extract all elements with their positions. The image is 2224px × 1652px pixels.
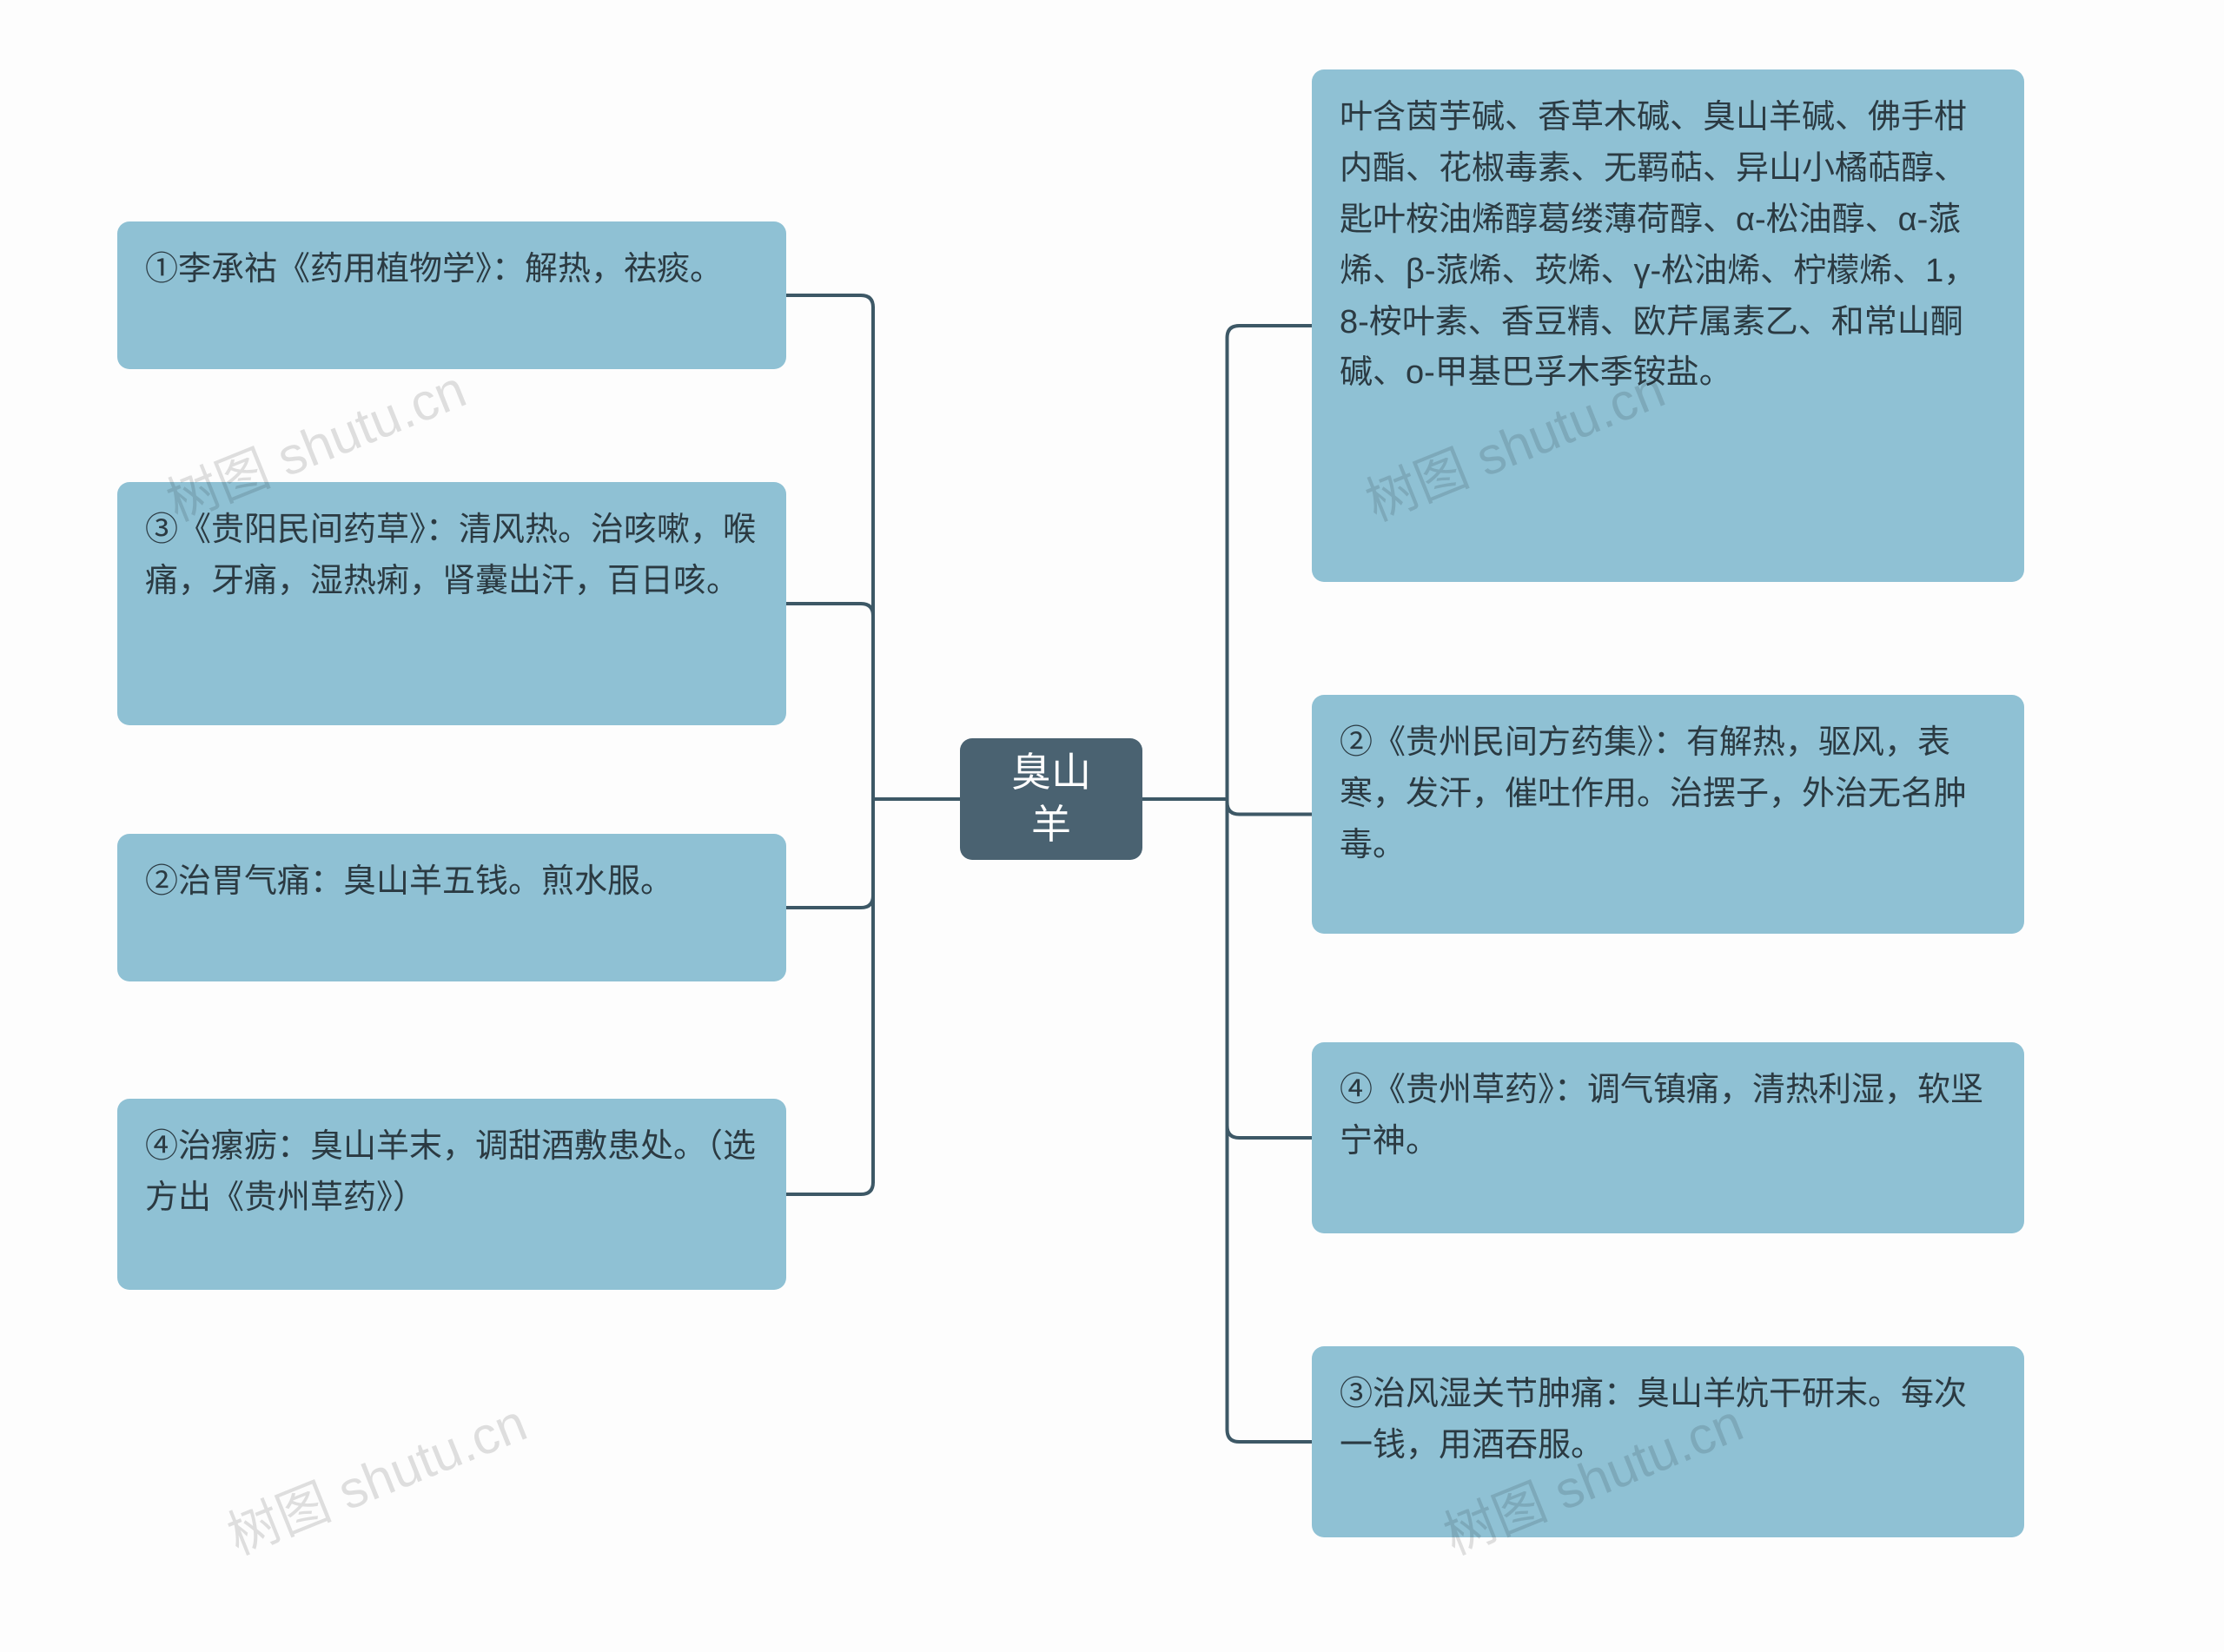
right-node[interactable]: ②《贵州民间方药集》：有解热，驱风，表寒，发汗，催吐作用。治摆子，外治无名肿毒。 (1312, 695, 2024, 934)
right-node[interactable]: 叶含茵芋碱、香草木碱、臭山羊碱、佛手柑内酯、花椒毒素、无羁萜、异山小橘萜醇、匙叶… (1312, 69, 2024, 582)
right-node[interactable]: ④《贵州草药》：调气镇痛，清热利湿，软坚宁神。 (1312, 1042, 2024, 1233)
center-node[interactable]: 臭山羊 (960, 738, 1142, 860)
left-node[interactable]: ④治瘰疬：臭山羊末，调甜酒敷患处。（选方出《贵州草药》） (117, 1099, 786, 1290)
watermark: 树图 shutu.cn (215, 1381, 536, 1569)
left-node[interactable]: ③《贵阳民间药草》：清风热。治咳嗽，喉痛，牙痛，湿热痢，肾囊出汗，百日咳。 (117, 482, 786, 725)
left-node[interactable]: ②治胃气痛：臭山羊五钱。煎水服。 (117, 834, 786, 981)
left-node[interactable]: ①李承祜《药用植物学》：解热，祛痰。 (117, 221, 786, 369)
right-node[interactable]: ③治风湿关节肿痛：臭山羊炕干研末。每次一钱，用酒吞服。 (1312, 1346, 2024, 1537)
mindmap-canvas: 臭山羊 ①李承祜《药用植物学》：解热，祛痰。 ③《贵阳民间药草》：清风热。治咳嗽，喉… (0, 0, 2224, 1652)
